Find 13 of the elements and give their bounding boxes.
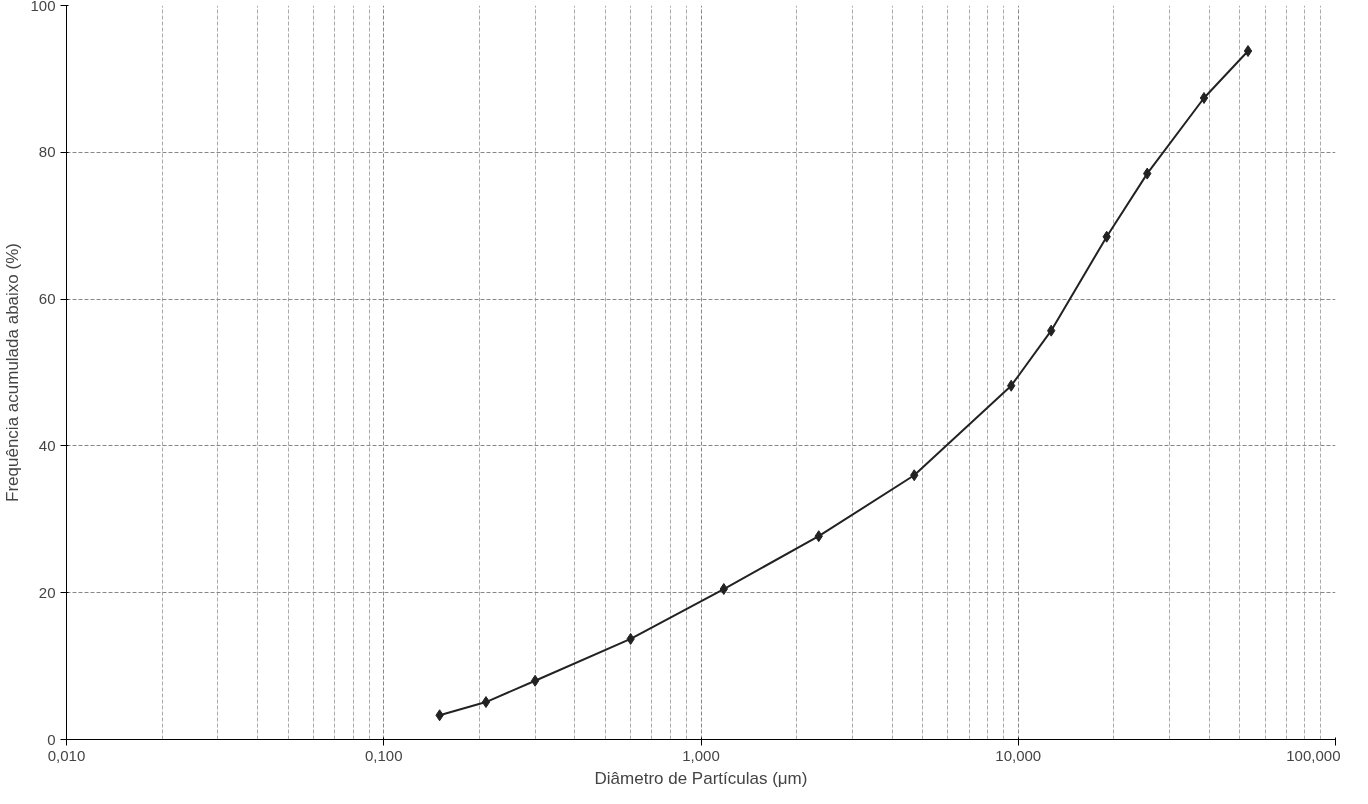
y-tick-label: 0 (47, 730, 56, 748)
x-tick-label: 10,000 (995, 746, 1042, 764)
y-tick-label: 80 (38, 143, 56, 161)
y-tick-label: 100 (30, 0, 56, 14)
x-axis-title: Diâmetro de Partículas (μm) (594, 768, 808, 788)
x-tick-label: 0,010 (47, 746, 86, 764)
x-tick-label: 100,000 (1286, 746, 1341, 764)
y-tick-label: 40 (38, 436, 56, 454)
y-tick-label: 60 (38, 290, 56, 308)
y-axis-title: Frequência acumulada abaixo (%) (3, 243, 23, 502)
x-tick-label: 1,000 (682, 746, 720, 764)
y-tick-label: 20 (38, 583, 56, 601)
x-tick-label: 0,100 (364, 746, 403, 764)
